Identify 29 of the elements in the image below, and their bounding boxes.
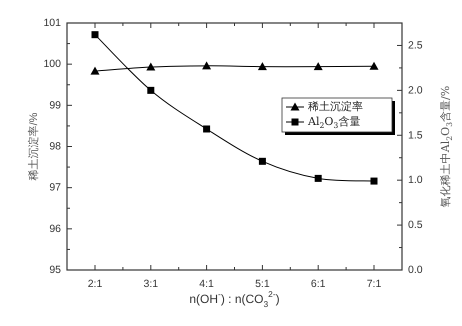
point [314, 174, 322, 182]
legend-label: 稀土沉淀率 [308, 100, 363, 113]
point [370, 178, 378, 185]
y2-tick-label: 0.0 [408, 264, 423, 276]
point [147, 86, 154, 94]
y-tick-label: 99 [49, 99, 62, 112]
y-axis-title: 稀土沉淀率/% [26, 112, 40, 180]
x-tick-label: 7:1 [366, 278, 382, 290]
point [258, 158, 266, 165]
x-tick-label: 6:1 [310, 278, 326, 290]
y-tick-label: 100 [43, 58, 62, 70]
x-axis-title: n(OH$^{-}$) : n(CO$_{3}$$^{2-}$) [189, 289, 280, 310]
legend-label: Al$_{2}$O$_{3}$含量 [307, 114, 360, 130]
y-tick-label: 96 [49, 222, 62, 235]
x-tick-label: 4:1 [199, 278, 214, 290]
y-tick-label: 101 [43, 16, 62, 29]
y-tick-label: 97 [49, 181, 62, 194]
x-tick-label: 3:1 [143, 278, 158, 290]
y2-tick-label: 1.0 [408, 174, 423, 186]
y2-tick-label: 2.0 [408, 84, 423, 96]
y2-tick-label: 0.5 [408, 218, 423, 231]
x-tick-label: 2:1 [88, 278, 102, 290]
y-tick-label: 95 [49, 264, 62, 276]
x-tick-label: 5:1 [255, 278, 270, 290]
y-tick-label: 98 [49, 140, 62, 152]
point [203, 125, 210, 132]
y2-tick-label: 2.5 [408, 39, 423, 52]
point [92, 31, 98, 38]
y2-tick-label: 1.5 [408, 129, 423, 142]
